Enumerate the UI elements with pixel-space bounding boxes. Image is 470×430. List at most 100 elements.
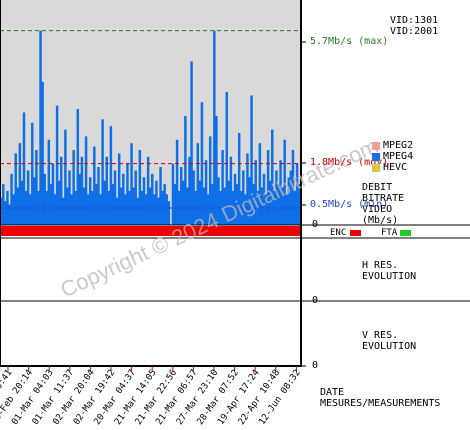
bitrate-bar (192, 170, 195, 225)
bitrate-bar (217, 177, 220, 225)
bitrate-bar (26, 170, 30, 225)
legend-mpeg2: MPEG2 (383, 140, 414, 151)
legend-hevc: HEVC (383, 162, 408, 173)
bitrate-bar (80, 156, 84, 225)
bitrate-bar (227, 180, 231, 225)
zero-label-mid: 0 (312, 295, 319, 306)
bitrate-bar (130, 143, 133, 225)
bitrate-bar (99, 194, 102, 225)
fta-indicator (400, 230, 411, 236)
bitrate-bar (177, 190, 181, 225)
legend-swatch-hevc (372, 164, 380, 172)
bitrate-bar (200, 102, 204, 225)
bitrate-bar (95, 184, 98, 225)
bitrate-bar (16, 187, 20, 225)
bitrate-bar (225, 92, 228, 225)
bitrate-bar (233, 173, 237, 225)
bitrate-bar (264, 194, 268, 225)
bitrate-bar (134, 170, 137, 225)
bitrate-bar (163, 184, 166, 225)
bitrate-bar (126, 163, 129, 225)
bitrate-bar (74, 190, 77, 225)
bitrate-bar (49, 184, 53, 225)
bitrate-bar (254, 160, 257, 225)
bitrate-bar (188, 156, 191, 225)
enc-bar (0, 226, 300, 236)
bitrate-bar (184, 115, 187, 225)
bitrate-bar (57, 180, 61, 225)
bitrate-bar (111, 184, 115, 225)
bitrate-bar (53, 194, 57, 225)
legend-swatch-mpeg4 (372, 153, 380, 161)
bitrate-bar (271, 129, 274, 225)
bitrate-bar (103, 180, 106, 225)
bitrate-bar (248, 177, 251, 225)
bitrate-bar (117, 153, 121, 225)
bitrate-bar (242, 170, 245, 225)
bitrate-bar (151, 173, 154, 225)
bitrate-bar (70, 194, 73, 225)
bitrate-bar (283, 139, 286, 225)
bitrate-bar (180, 167, 183, 225)
bitrate-bar (202, 187, 206, 225)
bitrate-bar (18, 143, 22, 225)
bitrate-bar (68, 170, 71, 225)
bitrate-bar (208, 136, 212, 225)
bitrate-bar (171, 163, 175, 225)
bitrate-bar (0, 197, 3, 225)
bitrate-bar (295, 163, 299, 225)
bitrate-bar (47, 139, 51, 225)
bitrate-panel-label: DEBIT BITRATE VIDEO (Mb/s) (362, 182, 405, 226)
legend-swatch-mpeg2 (372, 142, 380, 150)
bitrate-bar (165, 194, 168, 225)
bitrate-bar (72, 150, 75, 225)
bitrate-bar (132, 187, 135, 225)
bitrate-bar (279, 160, 282, 225)
bitrate-bar (84, 136, 88, 225)
bitrate-bar (62, 197, 65, 225)
bitrate-bar (252, 184, 255, 225)
bitrate-bar (76, 109, 80, 225)
bitrate-bar (190, 61, 193, 225)
bitrate-bar (51, 163, 55, 225)
bitrate-bar (206, 194, 210, 225)
x-axis-title: DATE MESURES/MEASUREMENTS (320, 387, 441, 409)
bitrate-bar (82, 187, 86, 225)
bitrate-bar (60, 156, 63, 225)
fta-label: FTA (381, 228, 398, 238)
bitrate-bar (86, 194, 90, 225)
bitrate-bar (215, 115, 218, 225)
bitrate-bar (289, 170, 293, 225)
bitrate-bar (223, 187, 226, 225)
bitrate-bar (285, 194, 288, 225)
bitrate-bar (275, 170, 278, 225)
bitrate-bar (144, 194, 148, 225)
bitrate-bar (142, 177, 146, 225)
max-label: 5.7Mb/s (max) (310, 36, 389, 47)
vid-2: VID:2001 (390, 26, 439, 37)
bitrate-bar (182, 180, 185, 225)
bitrate-bar (97, 167, 100, 225)
bitrate-bar (262, 173, 266, 225)
bitrate-bar (235, 184, 239, 225)
bitrate-bar (186, 187, 189, 225)
bitrate-bar (33, 177, 36, 225)
bitrate-bar (260, 187, 264, 225)
bitrate-bar (8, 204, 11, 225)
bitrate-bar (194, 190, 197, 225)
bitrate-bar (55, 105, 59, 225)
bitrate-bar (196, 143, 200, 225)
bitrate-bar (157, 197, 160, 225)
bitrate-bar (297, 184, 301, 225)
bitrate-bar (115, 197, 119, 225)
bitrate-bar (66, 187, 69, 225)
zero-label-top: 0 (312, 219, 319, 230)
bitrate-bar (167, 201, 171, 225)
enc-label: ENC (330, 228, 347, 238)
hres-label: H RES. EVOLUTION (362, 260, 417, 282)
enc-indicator (350, 230, 361, 236)
bitrate-bar (155, 180, 158, 225)
bitrate-bar (105, 156, 108, 225)
